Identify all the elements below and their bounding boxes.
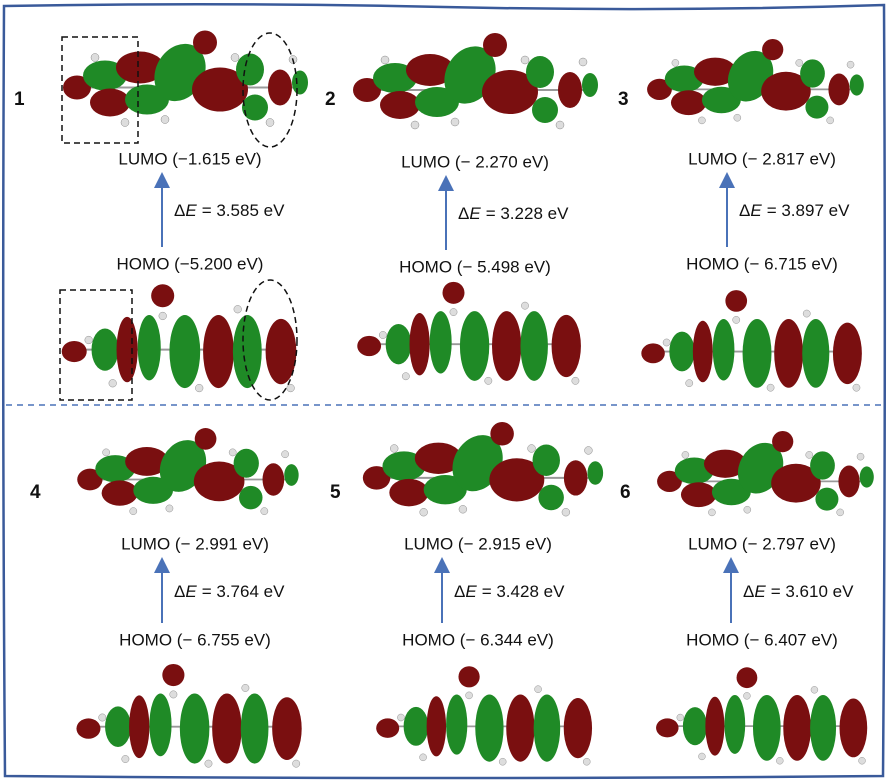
lumo-label: LUMO (− 2.797 eV) bbox=[688, 534, 836, 553]
lumo-label: LUMO (−1.615 eV) bbox=[118, 149, 261, 168]
homo-label: HOMO (− 5.498 eV) bbox=[399, 257, 551, 276]
homo-label: HOMO (−5.200 eV) bbox=[117, 254, 264, 273]
delta-symbol: Δ bbox=[458, 204, 469, 223]
homo-orbital bbox=[357, 282, 581, 385]
lumo-label: LUMO (− 2.817 eV) bbox=[688, 149, 836, 168]
homo-orbital bbox=[376, 666, 592, 765]
lumo-orbital bbox=[657, 431, 874, 516]
energy-gap: ΔE = 3.228 eV bbox=[458, 204, 569, 223]
gap-value: = 3.897 eV bbox=[767, 201, 850, 220]
homo-orbital bbox=[656, 667, 867, 764]
delta-symbol: Δ bbox=[454, 582, 465, 601]
lumo-label: LUMO (− 2.915 eV) bbox=[404, 534, 552, 553]
panel: 1 LUMO (−1.615 eV) HOMO (−5.200 eV) ΔE = 3.5… bbox=[14, 31, 308, 392]
lumo-orbital bbox=[647, 39, 864, 124]
panel-number: 4 bbox=[30, 482, 41, 503]
lumo-label: LUMO (− 2.991 eV) bbox=[121, 534, 269, 553]
homo-label: HOMO (− 6.715 eV) bbox=[686, 254, 838, 273]
homo-label: HOMO (− 6.344 eV) bbox=[402, 630, 554, 649]
gap-variable: E bbox=[465, 582, 477, 601]
lumo-orbital bbox=[77, 428, 298, 515]
delta-symbol: Δ bbox=[174, 201, 185, 220]
gap-value: = 3.228 eV bbox=[486, 204, 569, 223]
homo-orbital bbox=[62, 284, 297, 392]
figure: 1LUMO (−1.615 eV)HOMO (−5.200 eV)ΔE= 3.5… bbox=[0, 0, 888, 781]
panel-number: 1 bbox=[14, 89, 25, 110]
lumo-label: LUMO (− 2.270 eV) bbox=[401, 152, 549, 171]
panel-number: 2 bbox=[325, 89, 336, 110]
homo-orbital bbox=[641, 290, 862, 391]
gap-variable: E bbox=[750, 201, 762, 220]
energy-gap: ΔE = 3.610 eV bbox=[743, 582, 854, 601]
gap-variable: E bbox=[754, 582, 766, 601]
gap-variable: E bbox=[469, 204, 481, 223]
panel-number: 3 bbox=[618, 89, 629, 110]
gap-value: = 3.764 eV bbox=[202, 582, 285, 601]
frame bbox=[3, 4, 885, 778]
gap-variable: E bbox=[185, 201, 197, 220]
panel: 5 LUMO (− 2.915 eV) HOMO (− 6.344 eV) ΔE = 3… bbox=[330, 422, 603, 765]
gap-variable: E bbox=[185, 582, 197, 601]
delta-symbol: Δ bbox=[743, 582, 754, 601]
homo-label: HOMO (− 6.407 eV) bbox=[686, 630, 838, 649]
homo-label: HOMO (− 6.755 eV) bbox=[119, 630, 271, 649]
panel: 6 LUMO (− 2.797 eV) HOMO (− 6.407 eV) ΔE = 3… bbox=[620, 431, 874, 764]
lumo-orbital bbox=[363, 422, 603, 516]
gap-value: = 3.428 eV bbox=[482, 582, 565, 601]
energy-gap: ΔE = 3.897 eV bbox=[739, 201, 850, 220]
lumo-orbital bbox=[63, 31, 308, 127]
delta-symbol: Δ bbox=[174, 582, 185, 601]
energy-gap: ΔE = 3.764 eV bbox=[174, 582, 285, 601]
gap-value: = 3.610 eV bbox=[771, 582, 854, 601]
delta-symbol: Δ bbox=[739, 201, 750, 220]
gap-value: = 3.585 eV bbox=[202, 201, 285, 220]
homo-orbital bbox=[76, 664, 301, 767]
panel-number: 5 bbox=[330, 482, 341, 503]
panel: 2 LUMO (− 2.270 eV) HOMO (− 5.498 eV) ΔE = 3… bbox=[325, 33, 598, 385]
energy-gap: ΔE = 3.585 eV bbox=[174, 201, 285, 220]
panel: 4 LUMO (− 2.991 eV) HOMO (− 6.755 eV) ΔE = 3… bbox=[30, 428, 302, 767]
lumo-orbital bbox=[353, 33, 598, 129]
panel-number: 6 bbox=[620, 482, 631, 503]
panel: 3 LUMO (− 2.817 eV) HOMO (− 6.715 eV) ΔE = 3… bbox=[618, 39, 864, 391]
energy-gap: ΔE = 3.428 eV bbox=[454, 582, 565, 601]
